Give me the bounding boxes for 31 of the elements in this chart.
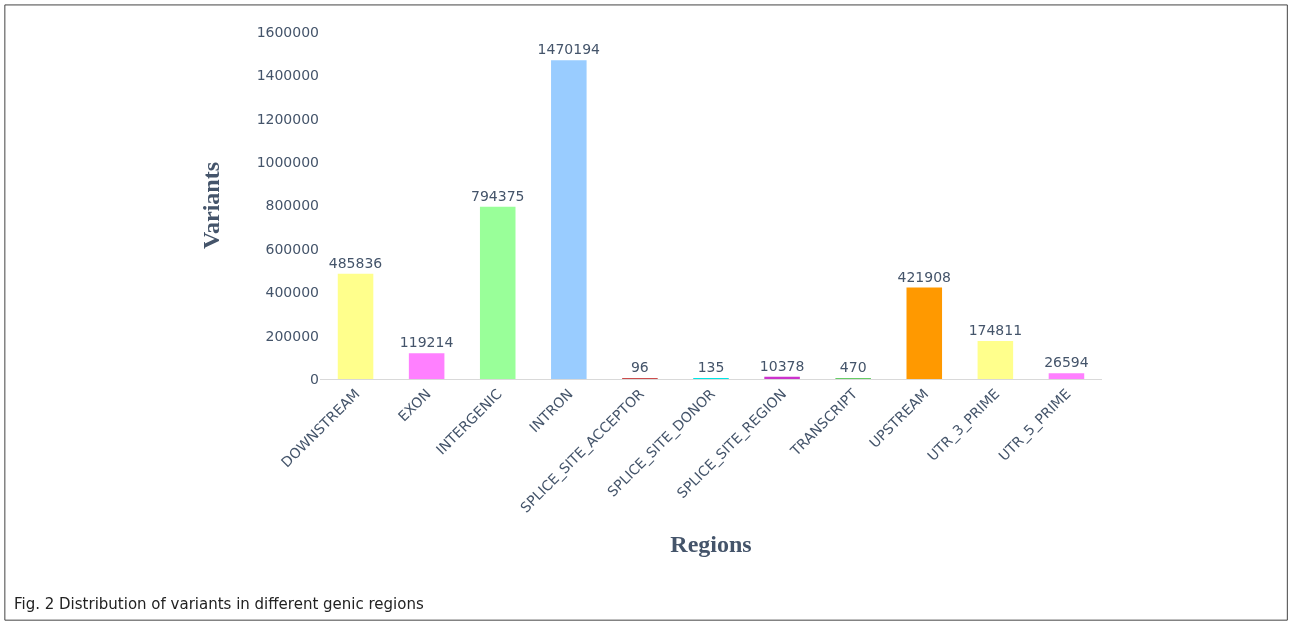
data-label: 135: [697, 359, 725, 375]
data-label: 470: [839, 359, 867, 375]
y-tick-label: 400000: [265, 284, 319, 301]
data-label: 174811: [968, 322, 1023, 339]
bar: [906, 287, 943, 379]
bar: [551, 60, 587, 379]
data-label: 794375: [471, 187, 525, 204]
data-label: 421908: [897, 268, 951, 285]
caption: Fig. 2 Distribution of variants in different genic regions: [14, 595, 424, 613]
data-label: 26594: [1044, 354, 1089, 371]
y-axis-title: Variants: [197, 161, 224, 250]
y-tick-label: 1600000: [256, 23, 319, 40]
bar: [764, 376, 800, 379]
y-tick-label: 1000000: [256, 154, 319, 171]
data-label: 1470194: [537, 41, 601, 58]
y-tick-label: 600000: [265, 240, 319, 257]
y-tick-label: 800000: [265, 197, 319, 214]
bar: [408, 353, 445, 379]
y-tick-label: 1200000: [256, 110, 319, 127]
data-label: 119214: [399, 334, 454, 351]
data-label: 10378: [759, 357, 805, 374]
y-tick-label: 200000: [265, 327, 319, 344]
data-label: 485836: [328, 254, 383, 271]
y-tick-label: 0: [310, 370, 319, 387]
y-tick-label: 1400000: [256, 67, 319, 84]
bar: [479, 206, 516, 379]
bar: [337, 273, 374, 379]
bar: [977, 341, 1014, 379]
bar: [1048, 373, 1085, 379]
data-label: 96: [630, 359, 649, 375]
x-axis-title: Regions: [670, 530, 752, 557]
